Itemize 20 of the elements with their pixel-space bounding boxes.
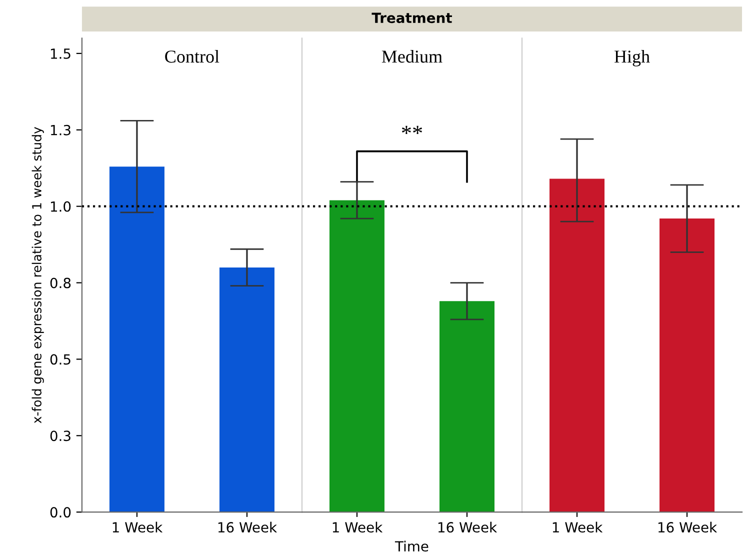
annotation: **	[402, 126, 422, 134]
y-tick-label: 1.3	[50, 124, 70, 136]
y-tick-label: 0.5	[50, 354, 70, 365]
y-tick-label: 1.0	[50, 201, 71, 212]
text: Treatment	[372, 12, 452, 24]
text: High	[614, 50, 650, 66]
text: Control	[165, 50, 220, 63]
x-tick-label: 16 Week	[658, 522, 718, 533]
x-tick-label: 1 Week	[112, 522, 163, 533]
y-tick-label: 1.5	[50, 48, 70, 59]
y-tick-label: 0.3	[50, 430, 70, 442]
y-tick-label: 0.8	[50, 278, 71, 288]
y-tick-label: 0.0	[50, 507, 71, 518]
y-axis-title: x-fold gene expression relative to 1 week study	[32, 126, 44, 424]
x-axis-title: Time	[394, 540, 428, 552]
x-tick-label: 1 Week	[552, 522, 603, 533]
x-tick-label: 16 Week	[438, 522, 498, 533]
x-tick-label: 1 Week	[332, 522, 383, 533]
x-tick-label: 16 Week	[218, 522, 277, 533]
text: Medium	[382, 50, 442, 63]
